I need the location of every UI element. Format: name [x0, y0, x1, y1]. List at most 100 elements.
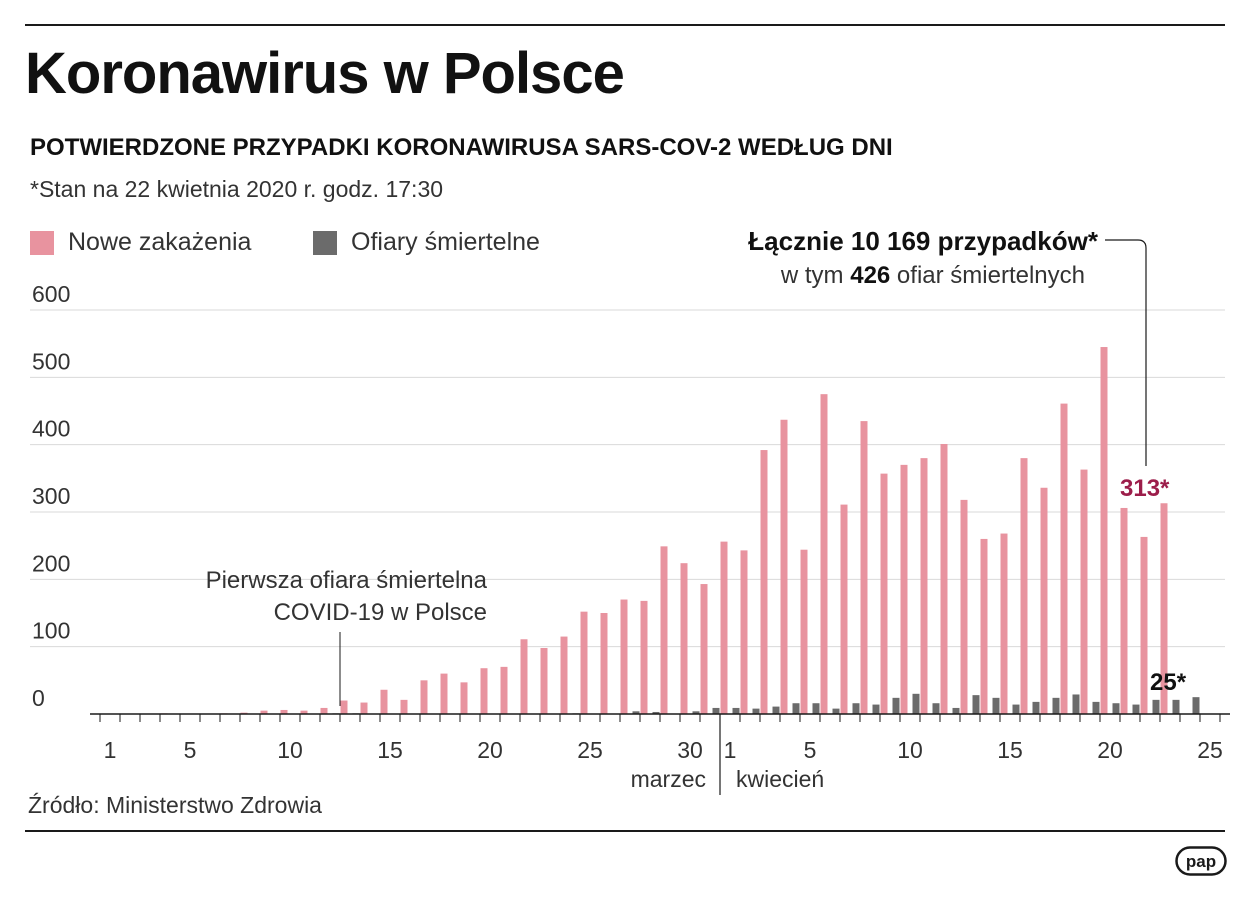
bar-cases-day-45	[980, 538, 988, 714]
bar-cases-day-23	[540, 648, 548, 714]
last-deaths-label: 25*	[1150, 669, 1187, 696]
first-death-label-line2: COVID-19 w Polsce	[274, 599, 487, 626]
bottom-rule	[25, 830, 1225, 832]
bar-cases-day-29	[660, 546, 668, 714]
bars-layer	[160, 347, 1200, 714]
bar-cases-day-30	[680, 563, 688, 714]
bar-cases-day-36	[800, 549, 808, 714]
month-label-april: kwiecień	[736, 766, 824, 792]
x-tick-label-1: 1	[104, 737, 117, 763]
bar-deaths-day-31	[712, 707, 720, 714]
bar-deaths-day-45	[992, 697, 1000, 714]
bar-cases-day-48	[1040, 487, 1048, 714]
bar-cases-day-41	[900, 464, 908, 714]
bar-cases-day-12	[320, 707, 328, 714]
bar-cases-day-54	[1160, 503, 1168, 714]
total-deaths-prefix: w tym	[780, 262, 851, 289]
bar-deaths-day-52	[1132, 704, 1140, 714]
bar-deaths-day-34	[772, 706, 780, 714]
bar-deaths-day-41	[912, 693, 920, 714]
bar-cases-day-40	[880, 473, 888, 714]
last-cases-label: 313*	[1120, 475, 1170, 502]
bar-cases-day-43	[940, 443, 948, 714]
bar-cases-day-49	[1060, 403, 1068, 714]
bar-cases-day-34	[760, 450, 768, 714]
bar-cases-day-18	[440, 673, 448, 714]
bar-deaths-day-39	[872, 704, 880, 714]
bar-cases-day-52	[1120, 507, 1128, 714]
bar-cases-day-33	[740, 550, 748, 714]
total-deaths-suffix: ofiar śmiertelnych	[890, 262, 1085, 289]
y-tick-label-0: 0	[32, 685, 45, 711]
bar-cases-day-28	[640, 600, 648, 714]
total-cases-label: Łącznie 10 169 przypadków*	[748, 226, 1098, 256]
bar-cases-day-42	[920, 458, 928, 714]
top-rule	[25, 24, 1225, 26]
bar-cases-day-51	[1100, 347, 1108, 714]
y-tick-label-300: 300	[32, 483, 70, 509]
total-leader-line	[1105, 239, 1147, 466]
x-tick-label-36: 5	[804, 737, 817, 763]
x-tick-label-51: 20	[1097, 737, 1123, 763]
y-tick-label-400: 400	[32, 416, 70, 442]
bar-deaths-day-35	[792, 703, 800, 714]
bar-cases-day-24	[560, 636, 568, 714]
bar-deaths-day-28	[652, 711, 660, 714]
bar-cases-day-19	[460, 682, 468, 714]
bar-cases-day-38	[840, 504, 848, 714]
source-label: Źródło: Ministerstwo Zdrowia	[28, 792, 322, 818]
bar-cases-day-50	[1080, 469, 1088, 714]
legend-cases: Nowe zakażenia	[30, 228, 251, 257]
legend-deaths: Ofiary śmiertelne	[313, 228, 540, 257]
legend-cases-swatch	[30, 230, 54, 255]
legend-deaths-swatch	[313, 230, 337, 255]
annotation-layer: Pierwsza ofiara śmiertelna COVID-19 w Pol…	[206, 239, 1187, 706]
status-note: *Stan na 22 kwietnia 2020 r. godz. 17:30	[30, 176, 444, 202]
bar-deaths-day-33	[752, 708, 760, 714]
x-tick-label-41: 10	[897, 737, 923, 763]
bar-deaths-day-49	[1072, 694, 1080, 714]
bar-deaths-day-46	[1012, 704, 1020, 714]
bar-cases-day-53	[1140, 536, 1148, 714]
bar-deaths-day-30	[692, 711, 700, 714]
bar-cases-day-20	[480, 668, 488, 714]
bar-deaths-day-32	[732, 707, 740, 714]
bar-deaths-day-36	[812, 703, 820, 714]
bar-cases-day-32	[720, 541, 728, 714]
bar-cases-day-37	[820, 394, 828, 714]
bar-cases-day-9	[260, 710, 268, 714]
first-death-label-line1: Pierwsza ofiara śmiertelna	[206, 567, 488, 594]
bar-deaths-day-55	[1192, 697, 1200, 714]
bar-cases-day-22	[520, 639, 528, 714]
bar-deaths-day-43	[952, 707, 960, 714]
bar-deaths-day-51	[1112, 703, 1120, 714]
bar-cases-day-27	[620, 599, 628, 714]
x-tick-label-32: 1	[724, 737, 737, 763]
x-tick-label-20: 20	[477, 737, 503, 763]
bar-cases-day-47	[1020, 458, 1028, 714]
pap-logo-text: pap	[1186, 852, 1216, 871]
bar-cases-day-15	[380, 689, 388, 714]
bar-deaths-day-48	[1052, 697, 1060, 714]
total-deaths-number: 426	[850, 262, 891, 289]
bar-cases-day-14	[360, 702, 368, 714]
bar-cases-day-17	[420, 680, 428, 714]
bar-deaths-day-53	[1152, 699, 1160, 714]
bar-deaths-day-44	[972, 695, 980, 714]
bar-deaths-day-47	[1032, 701, 1040, 714]
bar-cases-day-11	[300, 710, 308, 714]
bar-cases-day-44	[960, 499, 968, 714]
grid-layer	[30, 309, 1225, 648]
y-tick-label-500: 500	[32, 348, 70, 374]
bar-deaths-day-40	[892, 697, 900, 714]
bar-deaths-day-37	[832, 708, 840, 714]
bar-cases-day-39	[860, 421, 868, 714]
bar-deaths-day-50	[1092, 701, 1100, 714]
pap-logo: pap	[1175, 846, 1227, 876]
bar-deaths-day-54	[1172, 699, 1180, 714]
x-tick-label-56: 25	[1197, 737, 1223, 763]
y-tick-label-600: 600	[32, 281, 70, 307]
bar-cases-day-16	[400, 699, 408, 714]
